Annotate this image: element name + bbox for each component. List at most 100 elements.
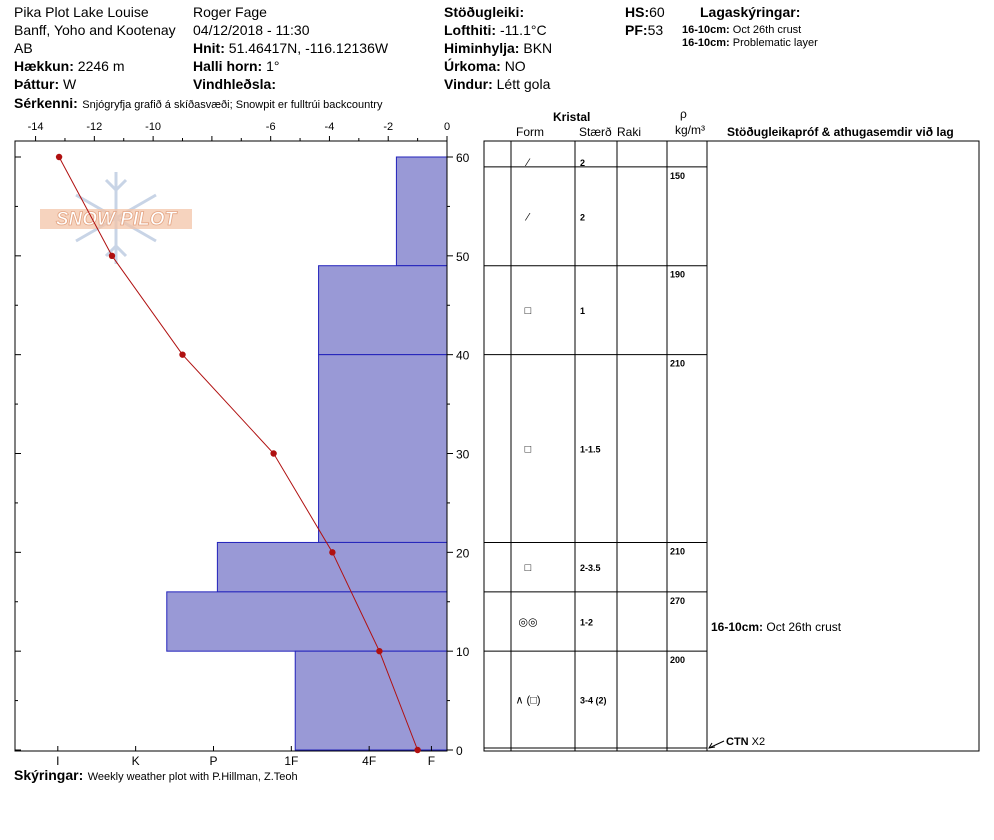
depth-tick-label: 40 [456, 349, 470, 363]
elevation: Hækkun: 2246 m [14, 58, 125, 74]
layer-form: ∧ (□) [515, 695, 540, 707]
hardness-tick-label: 1F [284, 754, 298, 768]
hardness-bar [318, 265, 448, 356]
tests-header: Stöðugleikapróf & athugasemdir við lag [727, 125, 954, 139]
temp-point [414, 746, 421, 754]
aspect-value: W [63, 76, 77, 92]
coords-value: 51.46417N, -116.12136W [228, 40, 389, 56]
wind-value: Létt gola [496, 76, 551, 92]
depth-tick-label: 0 [456, 744, 463, 758]
notes-value: Weekly weather plot with P.Hillman, Z.Te… [87, 771, 298, 783]
wind: Vindur: Létt gola [444, 76, 550, 92]
rho-header: ρ [680, 107, 687, 121]
hs-value: 60 [649, 4, 665, 20]
temp-point [55, 153, 63, 161]
layer-comment: 16-10cm: Oct 26th crust [711, 620, 841, 634]
layer-density: 210 [670, 359, 685, 369]
temp-point [108, 252, 116, 260]
datetime: 04/12/2018 - 11:30 [193, 22, 310, 38]
observer: Roger Fage [193, 4, 267, 20]
hardness-tick-label: F [428, 754, 435, 768]
stability-test: CTN X2 [726, 736, 765, 748]
table-border [483, 140, 980, 752]
features-label: Sérkenni: [14, 95, 78, 111]
profile-frame [14, 140, 448, 752]
layer-density: 210 [670, 546, 685, 556]
moisture-header: Raki [617, 125, 642, 139]
temperature-profile [55, 153, 421, 754]
legend-item-depth: 16-10cm: [682, 37, 730, 49]
precip-value: NO [504, 58, 526, 74]
depth-axis: 0 10 20 30 40 50 60 [15, 151, 470, 758]
form-header: Form [516, 125, 544, 139]
hardness-tick-label: K [132, 754, 140, 768]
layer-density: 150 [670, 171, 685, 181]
legend-item: 16-10cm: Oct 26th crust [682, 24, 801, 36]
elevation-label: Hækkun: [14, 58, 74, 74]
size-header: Stærð [579, 125, 612, 139]
hs: HS:60 [625, 4, 665, 20]
plot-border [14, 140, 448, 752]
coords: Hnit: 51.46417N, -116.12136W [193, 40, 388, 56]
temp-tick-label: -14 [28, 121, 44, 133]
temp-tick-label: -4 [325, 121, 335, 133]
layer-density: 190 [670, 270, 685, 280]
slope: Halli horn: 1° [193, 58, 280, 74]
layer-form: ◎◎ [518, 617, 537, 629]
sky: Himinhylja: BKN [444, 40, 552, 56]
logo-banner [40, 209, 192, 229]
hardness-tick-label: P [209, 754, 217, 768]
slope-value: 1° [266, 58, 280, 74]
layer-size: 1-2 [580, 618, 593, 628]
pf-value: 53 [647, 22, 664, 38]
layer-size: 2-3.5 [580, 563, 601, 573]
notes: Skýringar: Weekly weather plot with P.Hi… [14, 767, 298, 785]
hardness-bar [294, 650, 448, 751]
air-temp: Lofthiti: -11.1°C [444, 22, 547, 38]
legend-item-text: Problematic layer [732, 37, 818, 49]
pf-label: PF: [625, 22, 648, 38]
layer-comment-depth: 16-10cm: [711, 620, 764, 634]
notes-label: Skýringar: [14, 767, 84, 783]
elevation-value: 2246 m [77, 58, 125, 74]
precip-label: Úrkoma: [444, 58, 501, 74]
density-unit: kg/m³ [675, 123, 705, 137]
depth-tick-label: 30 [456, 448, 470, 462]
stability-label: Stöðugleiki: [444, 4, 525, 20]
test-arrow [708, 740, 725, 749]
region: Banff, Yoho and Kootenay [14, 22, 176, 38]
precip: Úrkoma: NO [444, 58, 526, 74]
layer-form: ⁄ [524, 211, 531, 223]
temperature-axis: -14 -12 -10 -6 -4 -2 0 [28, 121, 450, 141]
wind-loading-label: Vindhleðsla: [193, 76, 276, 92]
pf: PF:53 [625, 22, 663, 38]
stability-test-value: X2 [751, 736, 766, 748]
site-name: Pika Plot Lake Louise [14, 4, 149, 20]
logo-text: SNOW PILOT [56, 209, 178, 230]
features-value: Snjógryfja grafið á skíðasvæði; Snowpit … [82, 99, 383, 111]
layer-form: ⁄ [524, 157, 531, 169]
layer-form: □ [525, 562, 532, 574]
hardness-tick-label: I [56, 754, 59, 768]
hardness-bar [318, 354, 448, 543]
aspect-label: Þáttur: [14, 76, 60, 92]
layer-table: ⁄ 2 ⁄ 2 150 □ 1 190 □ 1-1.5 210 □ 2-3.5 210 ◎◎ 1-2 270 ∧ … [483, 140, 980, 752]
legend-item: 16-10cm: Problematic layer [682, 37, 818, 49]
layer-form: □ [525, 444, 532, 456]
temp-tick-label: -6 [266, 121, 276, 133]
layer-size: 2 [580, 158, 585, 168]
depth-tick-label: 20 [456, 546, 470, 560]
sky-value: BKN [523, 40, 553, 56]
hardness-bars [166, 156, 448, 751]
legend-item-text: Oct 26th crust [732, 24, 802, 36]
snow-pilot-logo: SNOW PILOT [40, 172, 192, 264]
coords-label: Hnit: [193, 40, 225, 56]
depth-tick-label: 10 [456, 645, 470, 659]
temp-tick-label: -2 [383, 121, 393, 133]
hardness-bar [395, 156, 448, 267]
crystal-header: Kristal [553, 110, 591, 124]
temp-point [179, 351, 186, 358]
temp-point [376, 647, 383, 655]
depth-tick-label: 60 [456, 151, 470, 165]
